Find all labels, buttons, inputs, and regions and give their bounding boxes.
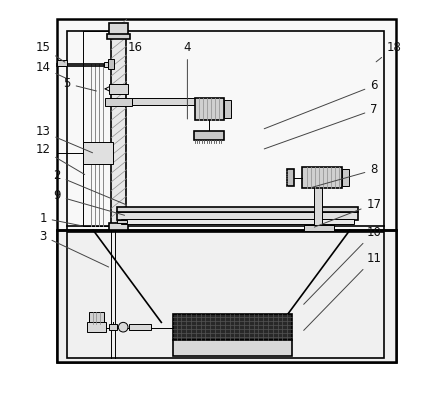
Bar <box>302 167 342 188</box>
Text: 2: 2 <box>53 169 127 205</box>
Bar <box>132 99 198 105</box>
Bar <box>67 32 384 230</box>
Bar <box>57 19 396 362</box>
Bar <box>288 169 294 186</box>
Bar <box>109 23 128 36</box>
Text: 4: 4 <box>184 41 191 119</box>
Bar <box>83 142 113 164</box>
Bar <box>87 322 106 332</box>
Bar <box>129 324 152 330</box>
Text: 9: 9 <box>53 189 124 215</box>
Text: 10: 10 <box>304 225 381 304</box>
Text: 13: 13 <box>35 125 93 153</box>
Bar <box>314 186 322 226</box>
Text: 1: 1 <box>39 212 80 225</box>
Bar <box>304 225 334 231</box>
Bar <box>111 32 126 230</box>
Bar <box>109 84 128 94</box>
Bar <box>109 223 128 230</box>
Bar <box>109 324 117 330</box>
Bar <box>105 98 132 106</box>
Bar <box>83 32 113 226</box>
Text: 15: 15 <box>35 41 65 62</box>
Text: 18: 18 <box>376 41 401 62</box>
Bar <box>117 207 358 212</box>
Bar <box>224 100 231 118</box>
Bar <box>342 169 349 186</box>
Text: 8: 8 <box>312 163 377 187</box>
Text: 7: 7 <box>264 103 378 149</box>
Text: 17: 17 <box>315 198 381 227</box>
Bar <box>194 98 224 120</box>
Bar <box>117 220 127 223</box>
Circle shape <box>118 322 128 332</box>
Text: 6: 6 <box>264 79 378 129</box>
Bar <box>121 219 354 224</box>
Text: 5: 5 <box>63 77 97 91</box>
Text: 16: 16 <box>125 41 143 61</box>
Bar <box>304 225 334 231</box>
Bar <box>173 314 291 341</box>
Bar <box>104 61 108 67</box>
Text: 12: 12 <box>35 143 85 175</box>
Bar <box>57 230 396 362</box>
Bar <box>67 232 384 358</box>
Bar <box>117 212 358 220</box>
Text: 3: 3 <box>39 229 109 267</box>
Bar <box>57 60 67 66</box>
Bar <box>107 34 130 39</box>
Bar <box>89 312 105 324</box>
Bar <box>194 131 224 140</box>
Bar <box>173 340 291 356</box>
Bar <box>108 59 114 69</box>
Text: 11: 11 <box>304 252 381 330</box>
Text: 14: 14 <box>35 61 66 78</box>
